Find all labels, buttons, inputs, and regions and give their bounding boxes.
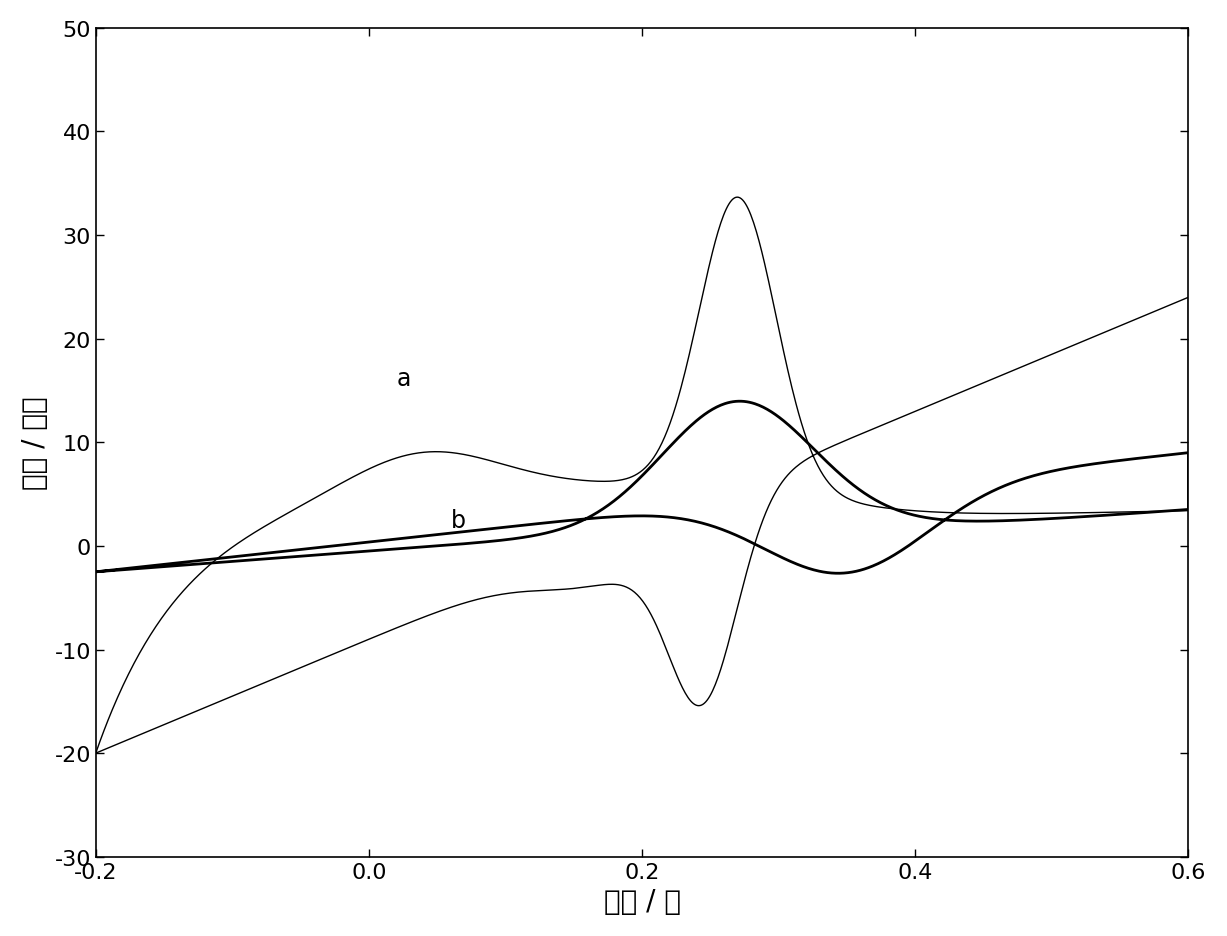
- X-axis label: 电位 / 伏: 电位 / 伏: [604, 887, 681, 915]
- Text: b: b: [450, 508, 466, 533]
- Y-axis label: 电流 / 微安: 电流 / 微安: [21, 396, 49, 490]
- Text: a: a: [396, 367, 411, 391]
